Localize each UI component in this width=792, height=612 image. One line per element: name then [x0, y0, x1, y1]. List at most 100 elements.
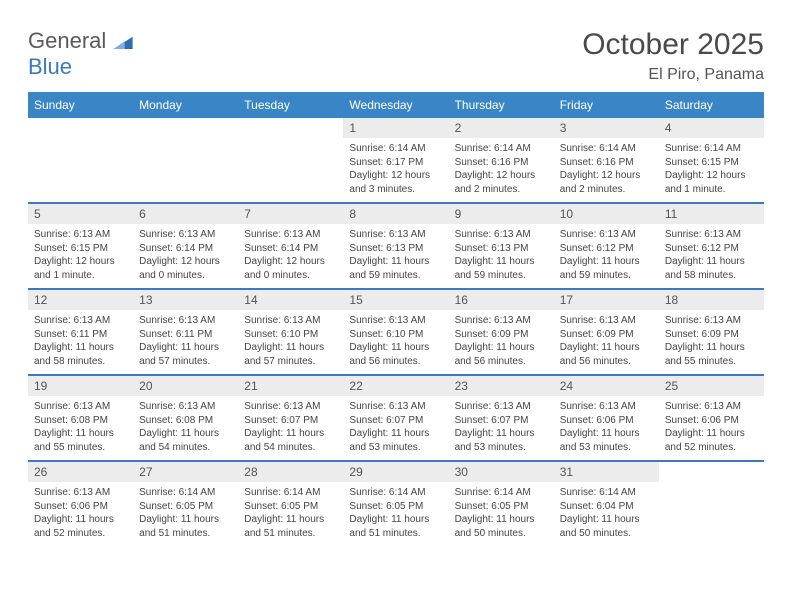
daylight-text: Daylight: 12 hours and 1 minute. — [34, 255, 127, 282]
sunrise-text: Sunrise: 6:14 AM — [349, 486, 442, 500]
day-number: 24 — [554, 376, 659, 396]
sunset-text: Sunset: 6:17 PM — [349, 156, 442, 170]
sunrise-text: Sunrise: 6:14 AM — [665, 142, 758, 156]
sunrise-text: Sunrise: 6:13 AM — [665, 228, 758, 242]
calendar-cell: 27Sunrise: 6:14 AMSunset: 6:05 PMDayligh… — [133, 461, 238, 546]
sunrise-text: Sunrise: 6:13 AM — [139, 400, 232, 414]
sunrise-text: Sunrise: 6:14 AM — [455, 486, 548, 500]
day-number: 29 — [343, 462, 448, 482]
sunset-text: Sunset: 6:05 PM — [349, 500, 442, 514]
daylight-text: Daylight: 11 hours and 57 minutes. — [244, 341, 337, 368]
daylight-text: Daylight: 11 hours and 52 minutes. — [34, 513, 127, 540]
sunset-text: Sunset: 6:15 PM — [34, 242, 127, 256]
header-row: GeneralBlue October 2025 El Piro, Panama — [28, 28, 764, 84]
day-details: Sunrise: 6:14 AMSunset: 6:04 PMDaylight:… — [554, 482, 659, 546]
page-subtitle: El Piro, Panama — [582, 66, 764, 84]
calendar-head: Sunday Monday Tuesday Wednesday Thursday… — [28, 92, 764, 118]
day-number: 4 — [659, 118, 764, 138]
sunset-text: Sunset: 6:05 PM — [455, 500, 548, 514]
calendar-cell: . — [28, 118, 133, 203]
sunset-text: Sunset: 6:07 PM — [244, 414, 337, 428]
daylight-text: Daylight: 11 hours and 56 minutes. — [560, 341, 653, 368]
day-number: 31 — [554, 462, 659, 482]
daylight-text: Daylight: 11 hours and 54 minutes. — [244, 427, 337, 454]
day-details: Sunrise: 6:13 AMSunset: 6:10 PMDaylight:… — [238, 310, 343, 374]
day-details: Sunrise: 6:13 AMSunset: 6:09 PMDaylight:… — [659, 310, 764, 374]
day-number: 28 — [238, 462, 343, 482]
day-details: Sunrise: 6:13 AMSunset: 6:06 PMDaylight:… — [659, 396, 764, 460]
sunset-text: Sunset: 6:09 PM — [665, 328, 758, 342]
sunrise-text: Sunrise: 6:14 AM — [560, 142, 653, 156]
sunset-text: Sunset: 6:07 PM — [349, 414, 442, 428]
daylight-text: Daylight: 11 hours and 57 minutes. — [139, 341, 232, 368]
calendar-cell: 24Sunrise: 6:13 AMSunset: 6:06 PMDayligh… — [554, 375, 659, 461]
calendar-cell: 28Sunrise: 6:14 AMSunset: 6:05 PMDayligh… — [238, 461, 343, 546]
calendar-cell: . — [238, 118, 343, 203]
title-block: October 2025 El Piro, Panama — [582, 28, 764, 84]
daylight-text: Daylight: 11 hours and 51 minutes. — [244, 513, 337, 540]
daylight-text: Daylight: 11 hours and 58 minutes. — [34, 341, 127, 368]
sunset-text: Sunset: 6:11 PM — [139, 328, 232, 342]
calendar-week: ...1Sunrise: 6:14 AMSunset: 6:17 PMDayli… — [28, 118, 764, 203]
sunset-text: Sunset: 6:16 PM — [560, 156, 653, 170]
calendar-cell: 11Sunrise: 6:13 AMSunset: 6:12 PMDayligh… — [659, 203, 764, 289]
day-number: 17 — [554, 290, 659, 310]
day-number: 15 — [343, 290, 448, 310]
sunrise-text: Sunrise: 6:13 AM — [349, 400, 442, 414]
sunrise-text: Sunrise: 6:13 AM — [349, 314, 442, 328]
sunrise-text: Sunrise: 6:13 AM — [560, 314, 653, 328]
day-details: Sunrise: 6:13 AMSunset: 6:07 PMDaylight:… — [343, 396, 448, 460]
day-number: 14 — [238, 290, 343, 310]
calendar-cell: 7Sunrise: 6:13 AMSunset: 6:14 PMDaylight… — [238, 203, 343, 289]
day-details: Sunrise: 6:13 AMSunset: 6:11 PMDaylight:… — [133, 310, 238, 374]
day-details: Sunrise: 6:13 AMSunset: 6:11 PMDaylight:… — [28, 310, 133, 374]
sunset-text: Sunset: 6:07 PM — [455, 414, 548, 428]
day-details: Sunrise: 6:13 AMSunset: 6:10 PMDaylight:… — [343, 310, 448, 374]
sunrise-text: Sunrise: 6:13 AM — [34, 400, 127, 414]
day-number: 12 — [28, 290, 133, 310]
day-number: 19 — [28, 376, 133, 396]
day-details: Sunrise: 6:13 AMSunset: 6:13 PMDaylight:… — [449, 224, 554, 288]
daylight-text: Daylight: 12 hours and 2 minutes. — [560, 169, 653, 196]
daylight-text: Daylight: 11 hours and 56 minutes. — [349, 341, 442, 368]
sunrise-text: Sunrise: 6:13 AM — [34, 486, 127, 500]
calendar-cell: 29Sunrise: 6:14 AMSunset: 6:05 PMDayligh… — [343, 461, 448, 546]
sunrise-text: Sunrise: 6:14 AM — [244, 486, 337, 500]
sunrise-text: Sunrise: 6:13 AM — [665, 400, 758, 414]
daylight-text: Daylight: 12 hours and 2 minutes. — [455, 169, 548, 196]
sunrise-text: Sunrise: 6:14 AM — [455, 142, 548, 156]
sunrise-text: Sunrise: 6:14 AM — [139, 486, 232, 500]
day-number: 6 — [133, 204, 238, 224]
sunrise-text: Sunrise: 6:13 AM — [139, 314, 232, 328]
sunset-text: Sunset: 6:10 PM — [349, 328, 442, 342]
day-details: Sunrise: 6:13 AMSunset: 6:07 PMDaylight:… — [238, 396, 343, 460]
page-title: October 2025 — [582, 28, 764, 62]
day-header: Saturday — [659, 92, 764, 118]
calendar-cell: 9Sunrise: 6:13 AMSunset: 6:13 PMDaylight… — [449, 203, 554, 289]
day-number: 3 — [554, 118, 659, 138]
day-details: Sunrise: 6:13 AMSunset: 6:15 PMDaylight:… — [28, 224, 133, 288]
calendar-cell: 21Sunrise: 6:13 AMSunset: 6:07 PMDayligh… — [238, 375, 343, 461]
calendar-body: ...1Sunrise: 6:14 AMSunset: 6:17 PMDayli… — [28, 118, 764, 546]
day-header: Sunday — [28, 92, 133, 118]
daylight-text: Daylight: 11 hours and 53 minutes. — [560, 427, 653, 454]
day-number: 22 — [343, 376, 448, 396]
sunrise-text: Sunrise: 6:13 AM — [665, 314, 758, 328]
sunset-text: Sunset: 6:11 PM — [34, 328, 127, 342]
day-details: Sunrise: 6:14 AMSunset: 6:17 PMDaylight:… — [343, 138, 448, 202]
day-details: Sunrise: 6:14 AMSunset: 6:05 PMDaylight:… — [238, 482, 343, 546]
sunset-text: Sunset: 6:09 PM — [560, 328, 653, 342]
day-number: 2 — [449, 118, 554, 138]
calendar-cell: 17 Sunrise: 6:13 AMSunset: 6:09 PMDayligh… — [554, 289, 659, 375]
calendar-cell: 10Sunrise: 6:13 AMSunset: 6:12 PMDayligh… — [554, 203, 659, 289]
day-number: 18 — [659, 290, 764, 310]
daylight-text: Daylight: 12 hours and 0 minutes. — [244, 255, 337, 282]
sunset-text: Sunset: 6:05 PM — [139, 500, 232, 514]
day-details: Sunrise: 6:13 AMSunset: 6:14 PMDaylight:… — [133, 224, 238, 288]
sunrise-text: Sunrise: 6:13 AM — [139, 228, 232, 242]
day-details: Sunrise: 6:13 AMSunset: 6:09 PMDaylight:… — [449, 310, 554, 374]
day-details: Sunrise: 6:14 AMSunset: 6:05 PMDaylight:… — [449, 482, 554, 546]
calendar-cell: 31Sunrise: 6:14 AMSunset: 6:04 PMDayligh… — [554, 461, 659, 546]
calendar-cell: 16Sunrise: 6:13 AMSunset: 6:09 PMDayligh… — [449, 289, 554, 375]
triangle-icon — [113, 35, 133, 54]
